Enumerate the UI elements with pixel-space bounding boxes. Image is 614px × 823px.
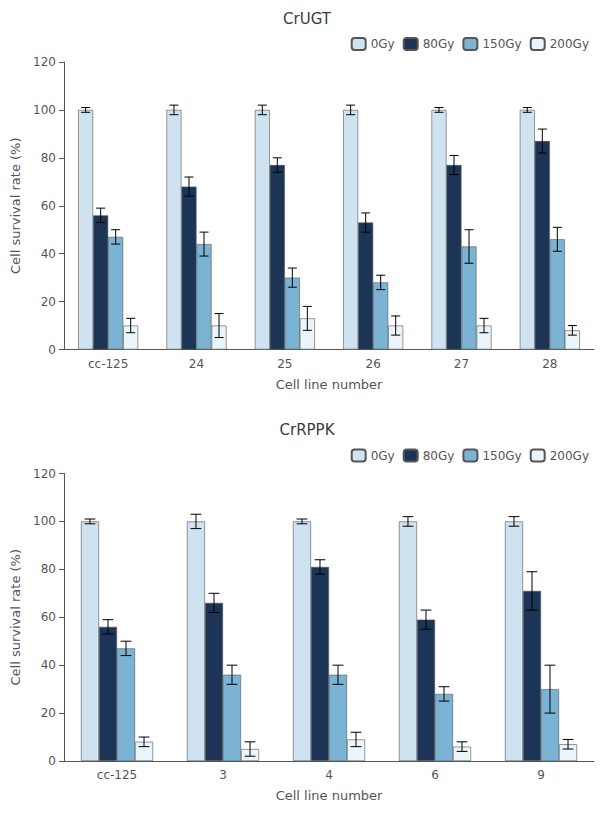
svg-text:80Gy: 80Gy [423, 449, 455, 463]
svg-text:80: 80 [41, 562, 56, 576]
svg-text:cc-125: cc-125 [88, 357, 128, 371]
svg-text:100: 100 [33, 514, 56, 528]
svg-text:CrUGT: CrUGT [283, 10, 332, 28]
svg-text:27: 27 [454, 357, 469, 371]
svg-text:200Gy: 200Gy [550, 449, 589, 463]
svg-text:0Gy: 0Gy [371, 37, 395, 51]
svg-text:20: 20 [41, 706, 56, 720]
svg-text:9: 9 [537, 768, 545, 782]
svg-text:80Gy: 80Gy [423, 37, 455, 51]
svg-text:80: 80 [41, 151, 56, 165]
svg-text:26: 26 [366, 357, 381, 371]
svg-text:60: 60 [41, 610, 56, 624]
svg-text:28: 28 [542, 357, 557, 371]
svg-text:Cell survival rate (%): Cell survival rate (%) [8, 137, 23, 274]
svg-text:150Gy: 150Gy [482, 449, 521, 463]
svg-text:0: 0 [48, 754, 56, 768]
svg-text:4: 4 [325, 768, 333, 782]
svg-text:20: 20 [41, 295, 56, 309]
svg-text:40: 40 [41, 247, 56, 261]
svg-text:Cell line number: Cell line number [276, 788, 383, 803]
svg-text:120: 120 [33, 55, 56, 69]
svg-text:cc-125: cc-125 [97, 768, 137, 782]
svg-text:CrRPPK: CrRPPK [280, 421, 336, 439]
svg-text:40: 40 [41, 658, 56, 672]
svg-text:150Gy: 150Gy [482, 37, 521, 51]
svg-text:3: 3 [219, 768, 227, 782]
svg-text:0Gy: 0Gy [371, 449, 395, 463]
svg-text:200Gy: 200Gy [550, 37, 589, 51]
svg-text:25: 25 [277, 357, 292, 371]
svg-text:24: 24 [189, 357, 204, 371]
svg-text:120: 120 [33, 467, 56, 481]
svg-text:Cell line number: Cell line number [276, 377, 383, 392]
svg-text:6: 6 [431, 768, 439, 782]
svg-text:Cell survival rate (%): Cell survival rate (%) [8, 549, 23, 686]
svg-text:100: 100 [33, 103, 56, 117]
svg-text:0: 0 [48, 343, 56, 357]
svg-text:60: 60 [41, 199, 56, 213]
